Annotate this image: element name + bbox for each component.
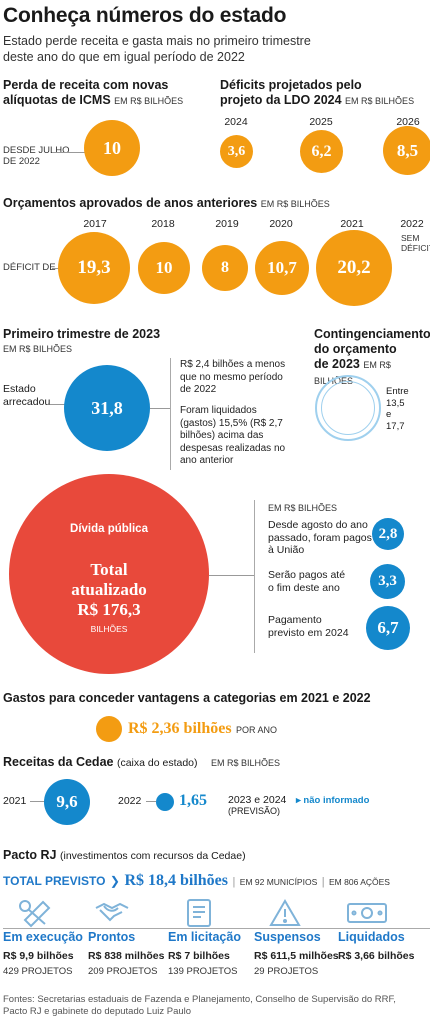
document-icon: [187, 899, 211, 927]
deficit-year-2026: 2026: [396, 116, 420, 128]
debt-unit: EM R$ BILHÕES: [268, 503, 338, 513]
pacto-cat-execution: Em execução R$ 9,9 bilhões 429 PROJETOS: [3, 930, 83, 977]
budget-year-2020: 2020: [269, 218, 293, 230]
budget-circle-2019: 8: [202, 245, 248, 291]
debt-item-3-label: Pagamento previsto em 2024: [268, 614, 349, 639]
budget-circle-2017: 19,3: [58, 232, 130, 304]
tools-icon: [19, 900, 51, 928]
budget-circle-2018: 10: [138, 242, 190, 294]
debt-total: Total atualizado R$ 176,3: [71, 560, 147, 619]
debt-circle: [9, 474, 209, 674]
warning-icon: [269, 899, 301, 926]
debt-item-1-label: Desde agosto do ano passado, foram pagos…: [268, 519, 372, 556]
q1-circle: 31,8: [64, 365, 150, 451]
pacto-total-row: TOTAL PREVISTO ❯ R$ 18,4 bilhões | EM 92…: [3, 872, 390, 889]
pacto-cat-ready: Prontos R$ 838 milhões 209 PROJETOS: [88, 930, 165, 977]
contingency-inner-ring: [321, 381, 375, 435]
budgets-title: Orçamentos aprovados de anos anteriores …: [3, 196, 330, 210]
advantages-circle: [96, 716, 122, 742]
cedae-value-2022: 1,65: [179, 792, 207, 809]
pacto-title: Pacto RJ (investimentos com recursos da …: [3, 848, 246, 862]
page-subtitle: Estado perde receita e gasta mais no pri…: [3, 34, 311, 64]
budget-year-2022: 2022: [400, 218, 424, 230]
budget-circle-2020: 10,7: [255, 241, 309, 295]
handshake-icon: [95, 902, 129, 922]
q1-label: Estado arrecadou: [3, 383, 51, 408]
no-deficit-label: SEM DÉFICIT: [401, 233, 430, 253]
budget-circle-2021: 20,2: [316, 230, 392, 306]
debt-title: Dívida pública: [70, 523, 148, 535]
cedae-connector-2022: [146, 801, 156, 802]
q1-note-connector: [150, 408, 170, 409]
icms-title: Perda de receita com novas alíquotas de …: [3, 78, 184, 107]
pacto-cat-suspended: Suspensos R$ 611,5 milhões 29 PROJETOS: [254, 930, 339, 977]
debt-item-2-label: Serão pagos até o fim deste ano: [268, 569, 346, 594]
cedae-not-informed: ▸ não informado: [296, 795, 370, 806]
budget-year-2019: 2019: [215, 218, 239, 230]
contingency-outer-ring: [315, 375, 381, 441]
debt-item-2-circle: 3,3: [370, 564, 405, 599]
advantages-suffix: POR ANO: [236, 725, 278, 735]
chevron-right-icon: ❯: [109, 874, 120, 888]
pacto-total-value: R$ 18,4 bilhões: [124, 872, 229, 889]
cedae-year-2022: 2022: [118, 795, 142, 807]
money-icon: [347, 903, 387, 923]
debt-item-1-circle: 2,8: [372, 518, 404, 550]
q1-note-1: R$ 2,4 bilhões a menos que no mesmo perí…: [180, 359, 286, 395]
pacto-cat-liquidated: Liquidados R$ 3,66 bilhões: [338, 930, 415, 962]
q1-unit: EM R$ BILHÕES: [3, 344, 73, 354]
budget-year-2017: 2017: [83, 218, 107, 230]
cedae-future-label: 2023 e 2024 (PREVISÃO): [228, 794, 287, 817]
icms-connector: [52, 152, 92, 153]
cedae-year-2021: 2021: [3, 795, 27, 807]
deficit-circle-2025: 6,2: [300, 130, 343, 173]
deficits-title: Déficits projetados pelo projeto da LDO …: [220, 78, 415, 107]
deficit-year-2024: 2024: [224, 116, 248, 128]
q1-note-2: Foram liquidados (gastos) 15,5% (R$ 2,7 …: [180, 405, 286, 466]
pacto-cat-bidding: Em licitação R$ 7 bilhões 139 PROJETOS: [168, 930, 241, 977]
page-title: Conheça números do estado: [3, 4, 287, 27]
cedae-circle-2021: 9,6: [44, 779, 90, 825]
cedae-circle-2022: [156, 793, 174, 811]
source-note: Fontes: Secretarias estaduais de Fazenda…: [3, 994, 396, 1017]
advantages-title: Gastos para conceder vantagens a categor…: [3, 691, 371, 705]
deficit-year-2025: 2025: [309, 116, 333, 128]
debt-bracket: [254, 500, 265, 653]
cedae-title: Receitas da Cedae (caixa do estado) EM R…: [3, 755, 281, 769]
debt-item-3-circle: 6,7: [366, 606, 410, 650]
q1-note-bracket: [170, 358, 307, 470]
deficit-circle-2024: 3,6: [220, 135, 253, 168]
pacto-divider: [3, 928, 430, 929]
deficit-circle-2026: 8,5: [383, 126, 430, 175]
pacto-municipalities: EM 92 MUNICÍPIOS: [239, 877, 318, 887]
icms-circle: 10: [84, 120, 140, 176]
debt-total-unit: BILHÕES: [90, 624, 128, 634]
advantages-value-row: R$ 2,36 bilhões POR ANO: [128, 720, 277, 738]
debt-connector: [209, 575, 254, 576]
pacto-total-label: TOTAL PREVISTO: [3, 874, 106, 888]
arrow-right-icon: ▸: [296, 795, 301, 806]
pacto-actions: EM 806 AÇÕES: [329, 877, 390, 887]
cedae-connector-2021: [30, 801, 46, 802]
budget-year-2021: 2021: [340, 218, 364, 230]
advantages-value: R$ 2,36 bilhões: [128, 720, 232, 737]
icms-label: DESDE JULHO DE 2022: [3, 145, 70, 167]
contingency-range: Entre 13,5 e 17,7: [386, 386, 409, 432]
q1-connector: [50, 404, 76, 405]
budget-label: DÉFICIT DE: [3, 262, 56, 273]
q1-title: Primeiro trimestre de 2023: [3, 327, 161, 341]
budget-year-2018: 2018: [151, 218, 175, 230]
